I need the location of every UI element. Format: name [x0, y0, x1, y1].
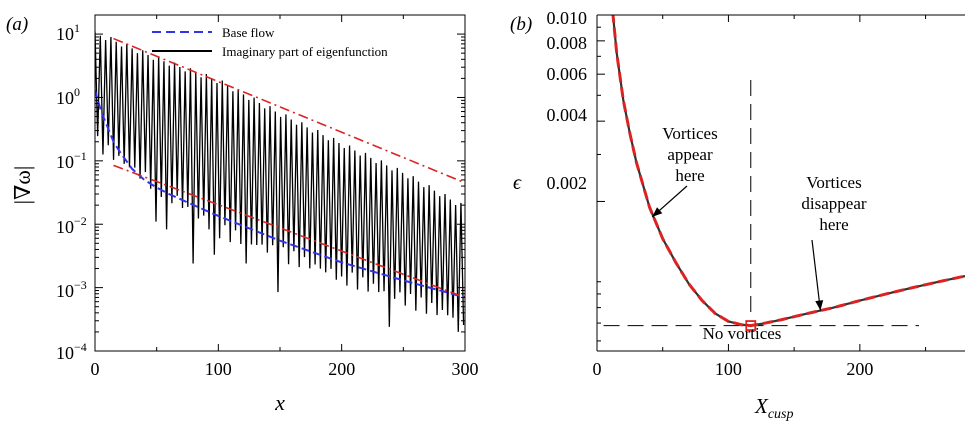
svg-text:100: 100: [56, 85, 80, 108]
annotation-appear-line: appear: [667, 145, 713, 164]
panel-b-ytick-label: 0.004: [547, 105, 588, 125]
panel-b-xtick-label: 200: [846, 359, 873, 379]
epsilon-curve-dashed: [611, 15, 965, 328]
panel-b-plot-area: [603, 15, 965, 331]
panel-a-yticks: 101 100 10−1 10−2 10−3 10−4: [56, 21, 87, 363]
panel-a-ytick-base: 10: [56, 343, 74, 363]
legend-eigenfunction-label: Imaginary part of eigenfunction: [222, 44, 388, 59]
panel-a-ytick-exp: −2: [74, 214, 87, 228]
panel-a-ytick-base: 10: [56, 24, 74, 44]
annotation-disappear: Vortices disappear here: [801, 173, 866, 234]
panel-a-legend: Base flow Imaginary part of eigenfunctio…: [152, 25, 388, 59]
panel-b-xtick-label: 0: [593, 359, 602, 379]
panel-b-ytick-label: 0.002: [547, 173, 588, 193]
arrow-appear-head: [652, 207, 663, 217]
annotation-no-vortices: No vortices: [703, 324, 782, 343]
lower-envelope-line: [113, 164, 465, 299]
panel-a-ytick-base: 10: [56, 152, 74, 172]
epsilon-curve-solid: [611, 15, 965, 327]
panel-a-ytick-base: 10: [56, 88, 74, 108]
panel-b-label: (b): [510, 14, 532, 35]
svg-text:10−3: 10−3: [56, 278, 87, 301]
panel-a-ylabel: |∇ω|: [10, 166, 35, 205]
base-flow-line: [95, 89, 465, 299]
annotation-disappear-line: Vortices: [806, 173, 861, 192]
svg-text:10−4: 10−4: [56, 340, 87, 363]
panel-a-ticks: [94, 15, 466, 352]
panel-b-ytick-label: 0.008: [547, 33, 588, 53]
eigenfunction-line: [95, 31, 465, 332]
panel-a-ytick-exp: 1: [74, 21, 80, 35]
panel-b-xtick-label: 100: [715, 359, 742, 379]
panel-a-ytick-exp: −1: [74, 149, 87, 163]
panel-a-ytick-base: 10: [56, 281, 74, 301]
panel-a-xtick-label: 300: [452, 359, 479, 379]
panel-a-ytick-exp: −4: [74, 340, 87, 354]
annotation-disappear-line: disappear: [801, 194, 866, 213]
upper-envelope-line: [113, 37, 465, 184]
minimum-marker: [745, 320, 757, 331]
panel-a-ytick-exp: −3: [74, 278, 87, 292]
panel-b-xlabel: Xcusp: [754, 394, 794, 421]
annotation-disappear-line: here: [819, 215, 848, 234]
panel-a: (a) 0 100 200 300 101 100 10−1 10−2 10−3…: [6, 14, 479, 415]
panel-b-xlabel-sub: cusp: [768, 407, 794, 421]
panel-a-xtick-label: 200: [328, 359, 355, 379]
panel-a-xlabel: x: [274, 390, 285, 415]
arrow-disappear-head: [815, 300, 824, 311]
panel-b-ytick-label: 0.006: [547, 64, 588, 84]
svg-text:10−2: 10−2: [56, 214, 87, 237]
panel-b-xlabel-main: X: [754, 394, 769, 418]
svg-text:101: 101: [56, 21, 80, 44]
panel-a-ytick-base: 10: [56, 217, 74, 237]
panel-b-ylabel: ϵ: [513, 172, 522, 194]
arrow-disappear: [811, 239, 822, 311]
panel-a-xtick-label: 100: [205, 359, 232, 379]
panel-b-ticks: [596, 14, 927, 351]
panel-a-label: (a): [6, 14, 28, 35]
panel-b: (b) 0 100 200 0.010 0.008 0.006 0.004 0.…: [510, 8, 965, 421]
annotation-appear-line: here: [675, 166, 704, 185]
legend-base-flow-label: Base flow: [222, 25, 275, 40]
panel-a-ytick-exp: 0: [74, 85, 80, 99]
annotation-appear-line: Vortices: [662, 124, 717, 143]
annotation-appear: Vortices appear here: [662, 124, 717, 185]
svg-text:10−1: 10−1: [56, 149, 87, 172]
panel-a-plot-area: [95, 31, 465, 332]
panel-b-ytick-label: 0.010: [547, 8, 588, 28]
panel-a-xtick-label: 0: [91, 359, 100, 379]
